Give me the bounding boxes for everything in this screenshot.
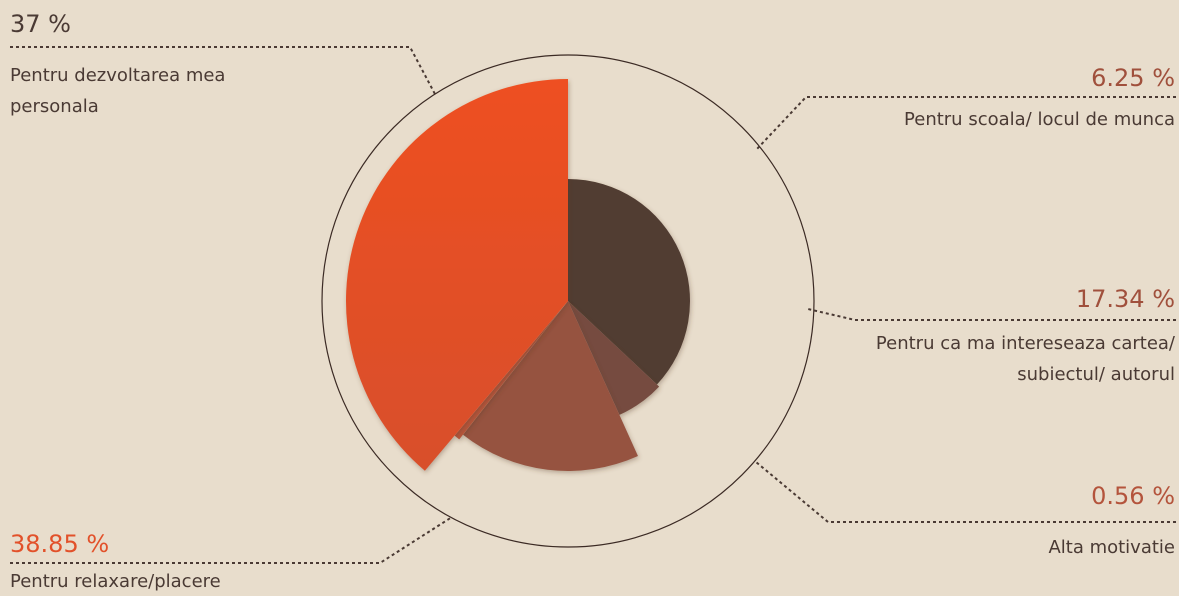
leader-lines <box>10 46 1176 564</box>
outline-circle <box>321 54 815 548</box>
pie-slice-interest <box>463 301 638 471</box>
leader-line-other <box>755 461 1176 523</box>
slice-label-personal: Pentru dezvoltarea mea personala <box>10 65 226 117</box>
leader-line-personal <box>10 46 437 97</box>
leader-line-relax <box>10 516 453 564</box>
pie-slice-personal <box>568 179 690 385</box>
slice-value-personal: 37 % <box>10 10 71 38</box>
slice-label-relax: Pentru relaxare/placere <box>10 571 221 592</box>
leader-line-interest <box>807 308 1176 321</box>
slice-value-relax: 38.85 % <box>10 530 110 558</box>
slice-label-school: Pentru scoala/ locul de munca <box>904 109 1175 130</box>
slice-value-other: 0.56 % <box>1091 482 1175 510</box>
pie-slice-other <box>454 305 565 440</box>
slice-label-interest: Pentru ca ma intereseaza cartea/ subiect… <box>875 333 1175 385</box>
slice-value-school: 6.25 % <box>1091 64 1175 92</box>
pie-slice-school <box>568 301 660 415</box>
slice-value-interest: 17.34 % <box>1075 285 1175 313</box>
pie-slice-relax <box>345 79 568 471</box>
slice-label-other: Alta motivatie <box>1048 537 1175 558</box>
pie-slices <box>345 79 690 471</box>
